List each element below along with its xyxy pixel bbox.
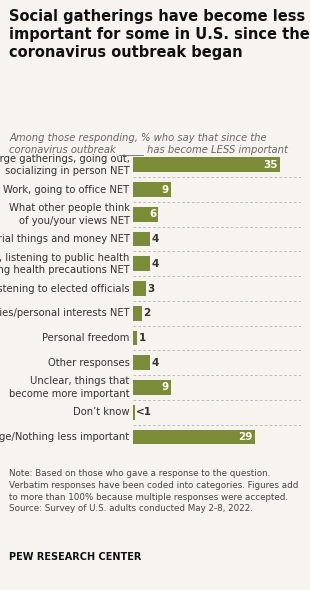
Bar [133, 281, 146, 296]
Bar [133, 306, 142, 321]
Text: 9: 9 [162, 185, 169, 195]
Text: 1: 1 [139, 333, 146, 343]
Text: Note: Based on those who gave a response to the question.
Verbatim responses hav: Note: Based on those who gave a response… [9, 469, 299, 513]
Bar [133, 182, 171, 197]
Text: 35: 35 [263, 160, 278, 170]
Text: 3: 3 [148, 284, 155, 294]
Text: 6: 6 [149, 209, 156, 219]
Bar [133, 257, 150, 271]
Text: 4: 4 [152, 358, 159, 368]
Bar [133, 355, 150, 370]
Text: Protect health, listening to public health
officials and taking health precautio: Protect health, listening to public heal… [0, 253, 130, 275]
Bar [133, 430, 255, 444]
Text: Among those responding, % who say that since the: Among those responding, % who say that s… [9, 133, 267, 143]
Text: <1: <1 [136, 407, 152, 417]
Text: Work, going to office NET: Work, going to office NET [3, 185, 130, 195]
Text: Material things and money NET: Material things and money NET [0, 234, 130, 244]
Text: Unclear, things that
become more important: Unclear, things that become more importa… [9, 376, 130, 399]
Bar [133, 207, 158, 222]
Bar [133, 158, 280, 172]
Text: Personal freedom: Personal freedom [42, 333, 130, 343]
Text: 9: 9 [162, 382, 169, 392]
Text: 2: 2 [143, 308, 151, 318]
Bar [133, 232, 150, 247]
Text: 4: 4 [152, 259, 159, 269]
Text: 4: 4 [152, 234, 159, 244]
Text: What other people think
of you/your views NET: What other people think of you/your view… [9, 203, 130, 225]
Text: 29: 29 [238, 432, 253, 442]
Text: PEW RESEARCH CENTER: PEW RESEARCH CENTER [9, 552, 142, 562]
Text: coronavirus outbreak _____ has become LESS important: coronavirus outbreak _____ has become LE… [9, 145, 288, 155]
Text: Large gatherings, going out,
socializing in person NET: Large gatherings, going out, socializing… [0, 153, 130, 176]
Text: Listening to elected officials: Listening to elected officials [0, 284, 130, 294]
Text: Media, hobbies/personal interests NET: Media, hobbies/personal interests NET [0, 308, 130, 318]
Text: Don’t know: Don’t know [73, 407, 130, 417]
Bar [133, 380, 171, 395]
Text: No change/Nothing less important: No change/Nothing less important [0, 432, 130, 442]
Bar [133, 330, 138, 345]
Text: Social gatherings have become less
important for some in U.S. since the
coronavi: Social gatherings have become less impor… [9, 9, 310, 60]
Text: Other responses: Other responses [48, 358, 130, 368]
Bar [133, 405, 135, 419]
